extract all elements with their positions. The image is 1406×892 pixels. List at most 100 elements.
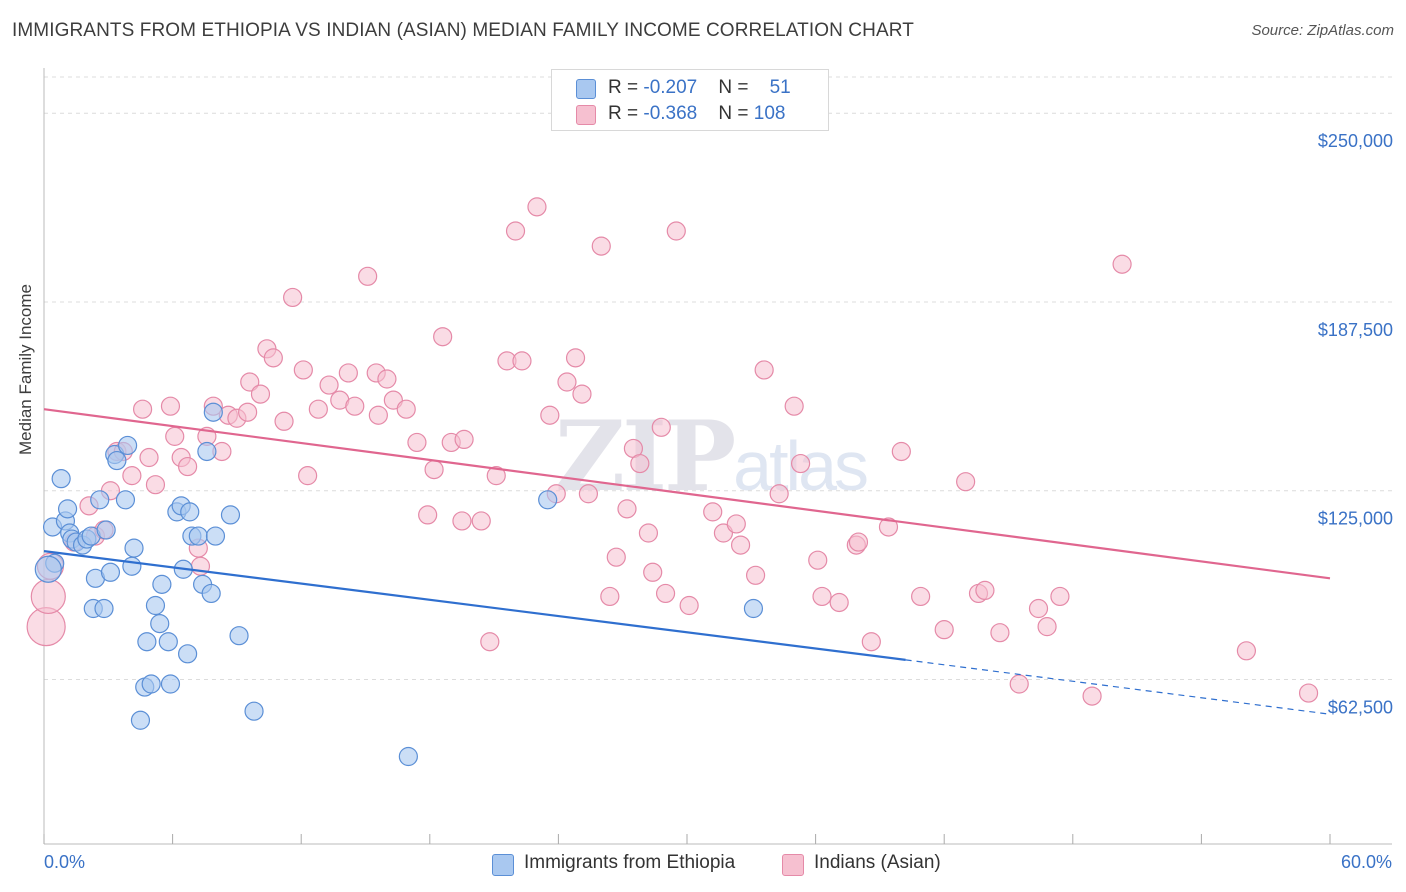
point-indians-asian bbox=[452, 511, 472, 531]
point-indians-asian bbox=[274, 411, 294, 431]
point-ethiopia bbox=[107, 450, 127, 471]
point-indians-asian bbox=[784, 396, 804, 416]
point-ethiopia bbox=[160, 674, 181, 694]
point-indians-asian bbox=[486, 466, 506, 486]
point-indians-asian bbox=[345, 396, 365, 416]
point-indians-asian bbox=[1050, 586, 1070, 607]
point-indians-asian bbox=[283, 287, 303, 308]
point-ethiopia bbox=[229, 626, 249, 646]
point-indians-asian bbox=[630, 453, 650, 474]
point-indians-asian bbox=[122, 466, 142, 486]
point-ethiopia bbox=[137, 632, 157, 652]
point-ethiopia bbox=[203, 402, 223, 422]
point-indians-asian bbox=[1112, 254, 1132, 274]
y-tick-label: $125,000 bbox=[1318, 509, 1393, 529]
point-indians-asian bbox=[643, 562, 663, 582]
trend-line-ethiopia bbox=[43, 550, 906, 661]
point-ethiopia bbox=[57, 499, 78, 519]
point-ethiopia bbox=[51, 469, 71, 489]
point-indians-asian bbox=[790, 453, 811, 474]
bottom-legend-label-ethiopia: Immigrants from Ethiopia bbox=[524, 852, 736, 873]
point-indians-asian bbox=[1082, 686, 1102, 706]
point-ethiopia bbox=[94, 598, 114, 619]
point-indians-asian bbox=[480, 632, 500, 652]
point-ethiopia bbox=[538, 490, 558, 510]
point-indians-asian bbox=[396, 399, 416, 419]
point-indians-asian bbox=[540, 405, 560, 425]
point-indians-asian bbox=[911, 586, 931, 607]
point-indians-asian bbox=[600, 586, 620, 607]
point-indians-asian bbox=[165, 426, 185, 446]
point-indians-asian bbox=[638, 523, 659, 543]
point-indians-asian bbox=[754, 360, 774, 380]
point-ethiopia bbox=[244, 701, 264, 721]
point-indians-asian bbox=[812, 586, 832, 607]
point-indians-asian bbox=[418, 505, 438, 525]
point-indians-asian bbox=[1028, 598, 1049, 619]
point-ethiopia bbox=[122, 556, 142, 576]
legend-swatch-pink bbox=[576, 105, 596, 125]
point-indians-asian bbox=[433, 327, 453, 347]
point-indians-asian bbox=[358, 266, 378, 286]
chart-title: IMMIGRANTS FROM ETHIOPIA VS INDIAN (ASIA… bbox=[12, 20, 914, 41]
point-indians-asian bbox=[617, 499, 637, 519]
point-indians-asian bbox=[829, 592, 849, 613]
y-tick-label: $250,000 bbox=[1318, 131, 1393, 151]
bottom-legend-label-indians: Indians (Asian) bbox=[814, 852, 941, 873]
legend-n-value: 108 bbox=[753, 103, 786, 124]
point-indians-asian bbox=[319, 375, 339, 395]
point-indians-asian bbox=[1236, 641, 1257, 661]
point-indians-asian bbox=[703, 502, 723, 522]
point-indians-asian bbox=[527, 197, 547, 217]
point-indians-asian bbox=[471, 511, 491, 531]
point-ethiopia bbox=[145, 595, 166, 616]
point-ethiopia bbox=[141, 674, 161, 694]
legend-r-value: -0.207 bbox=[643, 77, 698, 98]
point-indians-asian bbox=[578, 484, 599, 504]
point-indians-asian bbox=[30, 578, 66, 615]
legend-n-label: N = bbox=[718, 77, 754, 98]
point-indians-asian bbox=[557, 372, 577, 392]
point-ethiopia bbox=[117, 435, 138, 456]
point-indians-asian bbox=[512, 351, 532, 371]
point-indians-asian bbox=[572, 384, 592, 404]
point-indians-asian bbox=[139, 447, 159, 468]
legend-box: R = -0.207 N = 51 R = -0.368 N = 108 bbox=[551, 69, 829, 131]
point-indians-asian bbox=[891, 441, 911, 462]
point-indians-asian bbox=[591, 236, 611, 256]
point-ethiopia bbox=[96, 520, 116, 540]
legend-text-ethiopia: R = -0.207 N = 51 bbox=[608, 77, 791, 99]
point-indians-asian bbox=[655, 583, 676, 604]
trend-line-ethiopia-extension bbox=[905, 659, 1331, 715]
y-tick-label: $187,500 bbox=[1318, 320, 1393, 340]
point-indians-asian bbox=[769, 484, 789, 504]
points-indians-asian bbox=[26, 197, 1319, 706]
point-ethiopia bbox=[100, 562, 121, 582]
legend-n-label: N = bbox=[718, 103, 754, 124]
axis-layer bbox=[43, 68, 1392, 845]
point-indians-asian bbox=[298, 466, 318, 486]
point-ethiopia bbox=[180, 502, 200, 522]
legend-text-indians: R = -0.368 N = 108 bbox=[608, 103, 785, 125]
points-ethiopia bbox=[34, 402, 764, 767]
legend-r-label: R = bbox=[608, 77, 644, 98]
point-indians-asian bbox=[132, 399, 153, 419]
point-ethiopia bbox=[152, 574, 172, 594]
point-ethiopia bbox=[115, 490, 136, 510]
point-indians-asian bbox=[878, 517, 899, 537]
point-indians-asian bbox=[730, 535, 751, 555]
y-tick-label: $62,500 bbox=[1328, 697, 1393, 717]
point-ethiopia bbox=[197, 441, 217, 462]
point-indians-asian bbox=[338, 363, 358, 383]
point-indians-asian bbox=[861, 632, 881, 652]
point-indians-asian bbox=[293, 360, 313, 380]
legend-n-value: 51 bbox=[769, 77, 791, 98]
point-ethiopia bbox=[398, 746, 418, 767]
point-indians-asian bbox=[565, 348, 586, 368]
point-indians-asian bbox=[250, 384, 271, 404]
point-ethiopia bbox=[743, 598, 764, 619]
source-credit: Source: ZipAtlas.com bbox=[1251, 22, 1394, 39]
point-indians-asian bbox=[368, 405, 388, 425]
trend-layer bbox=[43, 408, 1331, 715]
